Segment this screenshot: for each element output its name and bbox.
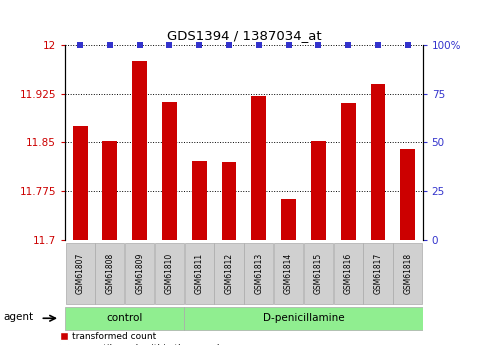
Bar xyxy=(341,104,355,240)
FancyBboxPatch shape xyxy=(304,243,333,304)
Text: GSM61813: GSM61813 xyxy=(255,253,263,294)
Bar xyxy=(400,149,415,240)
Title: GDS1394 / 1387034_at: GDS1394 / 1387034_at xyxy=(167,29,321,42)
Bar xyxy=(192,160,207,240)
FancyBboxPatch shape xyxy=(66,243,95,304)
FancyBboxPatch shape xyxy=(125,243,154,304)
Bar xyxy=(102,141,117,240)
Bar xyxy=(370,84,385,240)
Text: GSM61814: GSM61814 xyxy=(284,253,293,294)
Text: GSM61812: GSM61812 xyxy=(225,253,233,294)
Text: agent: agent xyxy=(3,312,33,322)
Bar xyxy=(162,102,177,240)
Bar xyxy=(251,96,266,240)
FancyBboxPatch shape xyxy=(363,243,393,304)
Bar xyxy=(222,162,237,240)
FancyBboxPatch shape xyxy=(95,243,125,304)
Legend: transformed count, percentile rank within the sample: transformed count, percentile rank withi… xyxy=(60,332,225,345)
FancyBboxPatch shape xyxy=(274,243,303,304)
FancyBboxPatch shape xyxy=(334,243,363,304)
Text: GSM61810: GSM61810 xyxy=(165,253,174,294)
FancyBboxPatch shape xyxy=(214,243,243,304)
FancyBboxPatch shape xyxy=(244,243,273,304)
Text: GSM61807: GSM61807 xyxy=(76,253,85,294)
Text: GSM61809: GSM61809 xyxy=(135,253,144,294)
Text: GSM61816: GSM61816 xyxy=(344,253,353,294)
FancyBboxPatch shape xyxy=(185,243,214,304)
Text: control: control xyxy=(107,313,143,323)
FancyBboxPatch shape xyxy=(65,307,185,330)
Text: GSM61818: GSM61818 xyxy=(403,253,412,294)
FancyBboxPatch shape xyxy=(185,307,423,330)
Bar xyxy=(311,141,326,240)
FancyBboxPatch shape xyxy=(393,243,422,304)
Text: GSM61817: GSM61817 xyxy=(373,253,383,294)
Bar xyxy=(132,61,147,240)
Text: D-penicillamine: D-penicillamine xyxy=(263,313,344,323)
Bar xyxy=(72,126,87,240)
Text: GSM61811: GSM61811 xyxy=(195,253,204,294)
Text: GSM61808: GSM61808 xyxy=(105,253,114,294)
FancyBboxPatch shape xyxy=(155,243,184,304)
Text: GSM61815: GSM61815 xyxy=(314,253,323,294)
Bar xyxy=(281,199,296,240)
